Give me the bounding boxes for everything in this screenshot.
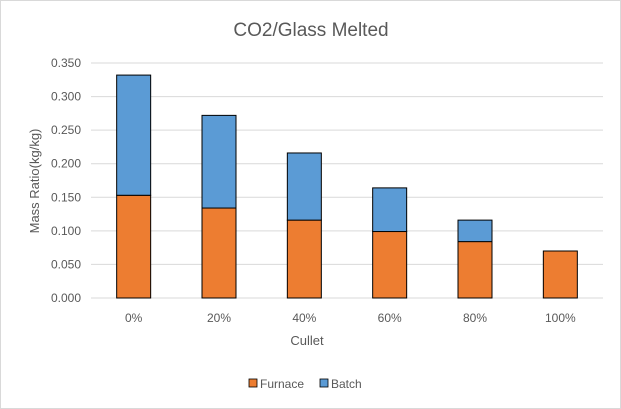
bar-batch	[116, 74, 152, 196]
gridlines	[91, 62, 603, 299]
bar-batch	[286, 152, 322, 221]
bar-batch	[201, 114, 237, 209]
x-tick-labels: 0% 20% 40% 60% 80% 100%	[125, 311, 576, 325]
x-tick-label: 80%	[463, 311, 487, 325]
bar-furnace	[201, 207, 237, 299]
x-tick-label: 60%	[378, 311, 402, 325]
y-tick-label: 0.300	[51, 90, 81, 104]
x-tick-label: 100%	[545, 311, 576, 325]
bar-batch	[372, 187, 408, 233]
y-tick-label: 0.350	[51, 56, 81, 70]
legend: Furnace Batch	[248, 377, 362, 391]
x-axis-title: Cullet	[290, 333, 324, 348]
y-tick-label: 0.050	[51, 257, 81, 271]
y-tick-label: 0.100	[51, 224, 81, 238]
bar-furnace	[116, 194, 152, 299]
y-tick-label: 0.150	[51, 190, 81, 204]
y-axis-title: Mass Ratio(kg/kg)	[27, 129, 42, 234]
bar-furnace	[286, 219, 322, 299]
legend-label-batch: Batch	[331, 377, 362, 391]
y-tick-label: 0.200	[51, 157, 81, 171]
x-tick-label: 20%	[207, 311, 231, 325]
bars	[116, 74, 578, 299]
bar-batch	[457, 219, 493, 243]
y-tick-label: 0.000	[51, 291, 81, 305]
x-tick-label: 0%	[125, 311, 143, 325]
legend-swatch-furnace	[248, 378, 258, 388]
chart-title: CO2/Glass Melted	[233, 20, 388, 41]
y-tick-labels: 0.000 0.050 0.100 0.150 0.200 0.250 0.300 0.350	[51, 56, 81, 305]
bar-furnace	[542, 250, 578, 299]
bar-furnace	[372, 231, 408, 299]
legend-swatch-batch	[319, 378, 329, 388]
bar-furnace	[457, 241, 493, 299]
legend-label-furnace: Furnace	[260, 377, 304, 391]
y-tick-label: 0.250	[51, 123, 81, 137]
x-tick-label: 40%	[292, 311, 316, 325]
